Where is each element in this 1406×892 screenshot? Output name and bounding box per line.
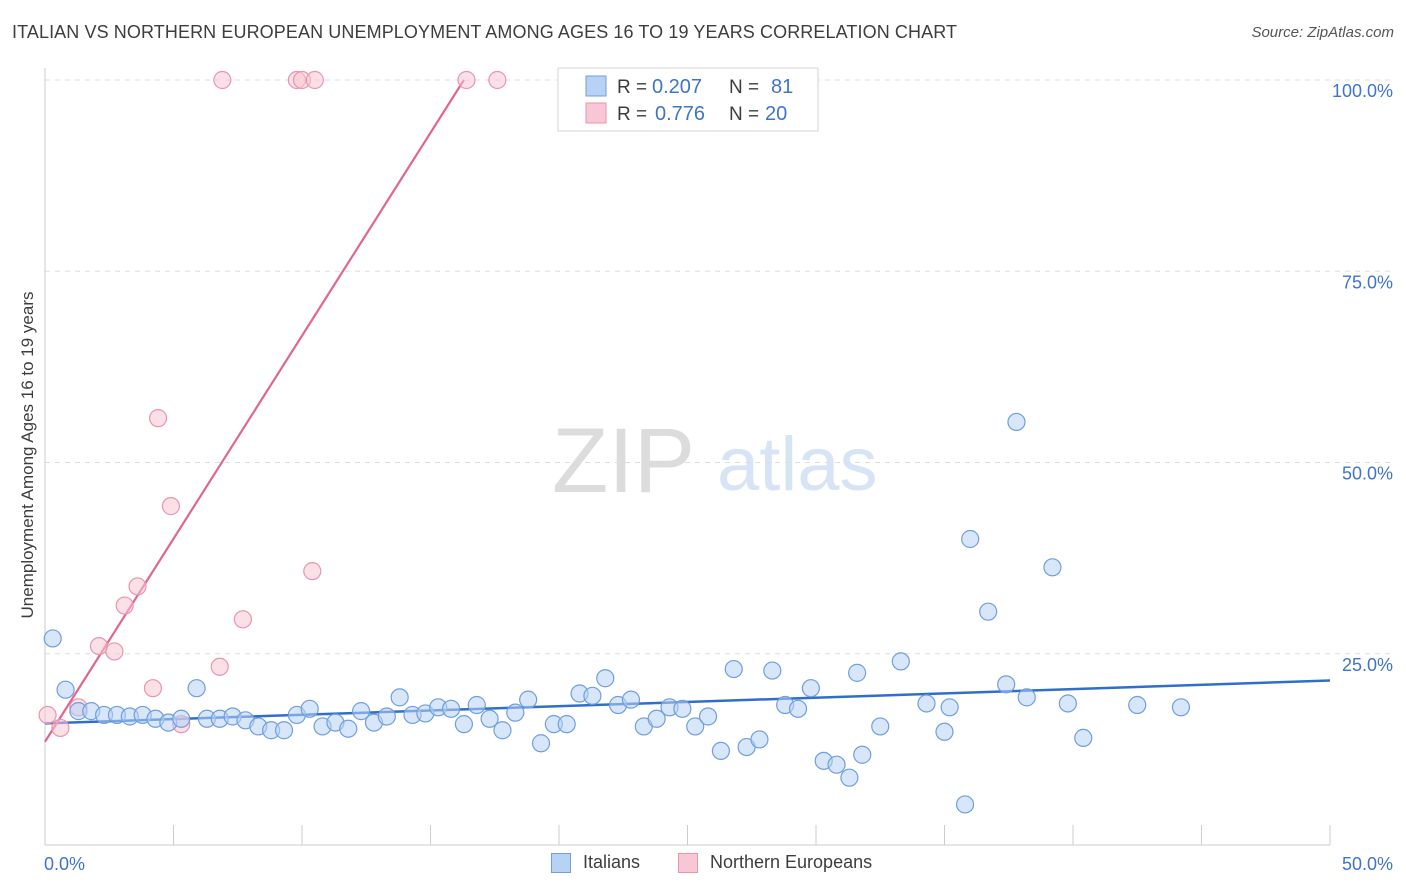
legend-swatch-northern bbox=[585, 102, 607, 124]
northern-point bbox=[210, 657, 229, 676]
northern-point bbox=[305, 70, 324, 90]
italians-point bbox=[1007, 412, 1026, 432]
italians-point bbox=[1058, 694, 1077, 713]
italians-point bbox=[519, 690, 538, 709]
italians-point bbox=[1074, 728, 1093, 748]
northern-point bbox=[303, 562, 322, 581]
northern-point bbox=[105, 642, 124, 661]
italians-point bbox=[698, 707, 718, 726]
italians-point bbox=[352, 702, 371, 721]
italians-point bbox=[955, 795, 975, 814]
legend-label-northern: Northern Europeans bbox=[710, 852, 873, 872]
italians-point bbox=[557, 715, 576, 734]
legend-item-italians: Italians bbox=[551, 852, 640, 873]
legend-box: R = 0.207 N = 81 R = 0.776 N = 20 bbox=[557, 67, 819, 132]
italians-point bbox=[979, 602, 998, 621]
x-tick-label: 0.0% bbox=[44, 854, 85, 874]
y-tick-label: 75.0% bbox=[1342, 272, 1393, 292]
watermark-zip: ZIP bbox=[552, 410, 695, 512]
italians-point bbox=[300, 699, 319, 718]
northern-point bbox=[51, 718, 70, 738]
italians-point bbox=[840, 768, 859, 787]
legend-bottom: Italians Northern Europeans bbox=[0, 852, 1406, 878]
italians-point bbox=[172, 709, 191, 728]
legend-r-label: R = bbox=[617, 77, 647, 98]
italians-point bbox=[441, 699, 461, 718]
italians-point bbox=[763, 661, 782, 680]
northern-point bbox=[143, 679, 163, 698]
italians-point bbox=[673, 699, 692, 718]
legend-r-value: 0.776 bbox=[655, 103, 705, 125]
northern-point bbox=[213, 70, 232, 90]
italians-point bbox=[686, 717, 705, 736]
italians-point bbox=[56, 680, 75, 699]
italians-point bbox=[377, 707, 396, 726]
italians-point bbox=[339, 719, 358, 738]
northern-point bbox=[488, 70, 507, 90]
italians-point bbox=[853, 745, 872, 764]
italians-point bbox=[997, 675, 1016, 694]
italians-point bbox=[961, 529, 980, 549]
legend-item-northern: Northern Europeans bbox=[678, 852, 872, 873]
italians-point bbox=[621, 690, 641, 709]
italians-point bbox=[454, 715, 474, 734]
italians-point bbox=[891, 652, 910, 671]
italians-point bbox=[917, 694, 936, 713]
watermark: ZIP atlas bbox=[552, 410, 878, 512]
italians-point bbox=[467, 695, 486, 715]
northern-point bbox=[233, 610, 252, 629]
northern-trend-line bbox=[44, 79, 465, 743]
italians-point bbox=[1043, 558, 1062, 577]
source-credit: Source: ZipAtlas.com bbox=[1251, 24, 1394, 41]
italians-point bbox=[827, 755, 846, 774]
northern-point bbox=[38, 705, 57, 725]
legend-r-label: R = bbox=[617, 104, 647, 125]
legend-n-value: 81 bbox=[771, 76, 793, 98]
legend-n-label: N = bbox=[729, 104, 759, 125]
northern-point bbox=[148, 409, 168, 428]
legend-swatch-northern bbox=[678, 852, 698, 873]
italians-point bbox=[935, 722, 954, 741]
italians-point bbox=[274, 721, 294, 740]
legend-n-label: N = bbox=[729, 77, 759, 98]
italians-point bbox=[390, 688, 409, 707]
y-tick-label: 50.0% bbox=[1342, 464, 1393, 484]
italians-point bbox=[1128, 695, 1147, 715]
y-tick-label: 25.0% bbox=[1342, 655, 1393, 675]
italians-point bbox=[493, 721, 512, 740]
italians-point bbox=[1017, 688, 1036, 707]
northern-point bbox=[128, 577, 147, 596]
y-tick-label: 100.0% bbox=[1332, 81, 1393, 101]
italians-point bbox=[1171, 698, 1191, 717]
italians-point bbox=[531, 734, 551, 753]
legend-label-italians: Italians bbox=[583, 852, 641, 872]
italians-point bbox=[724, 659, 743, 679]
x-tick-label: 50.0% bbox=[1342, 854, 1393, 874]
italians-point bbox=[647, 709, 666, 728]
legend-swatch-italians bbox=[585, 75, 607, 97]
italians-point bbox=[187, 679, 206, 698]
northern-point bbox=[89, 636, 109, 656]
italians-point bbox=[480, 709, 499, 728]
northern-point bbox=[115, 596, 134, 615]
italians-point bbox=[711, 741, 731, 761]
northern-point bbox=[161, 497, 181, 516]
legend-n-value: 20 bbox=[765, 103, 787, 125]
legend-swatch-italians bbox=[551, 852, 571, 873]
watermark-atlas: atlas bbox=[717, 422, 878, 507]
italians-point bbox=[583, 686, 602, 705]
legend-r-value: 0.207 bbox=[652, 76, 702, 98]
italians-point bbox=[506, 703, 525, 722]
italians-point bbox=[788, 699, 808, 718]
italians-point bbox=[750, 730, 769, 749]
italians-point bbox=[871, 717, 890, 736]
italians-point bbox=[43, 629, 62, 648]
italians-point bbox=[801, 679, 820, 698]
chart-title: ITALIAN VS NORTHERN EUROPEAN UNEMPLOYMEN… bbox=[12, 22, 958, 42]
italians-point bbox=[596, 669, 615, 688]
northern-point bbox=[457, 70, 476, 90]
italians-point bbox=[848, 663, 867, 682]
italians-point bbox=[940, 698, 959, 717]
